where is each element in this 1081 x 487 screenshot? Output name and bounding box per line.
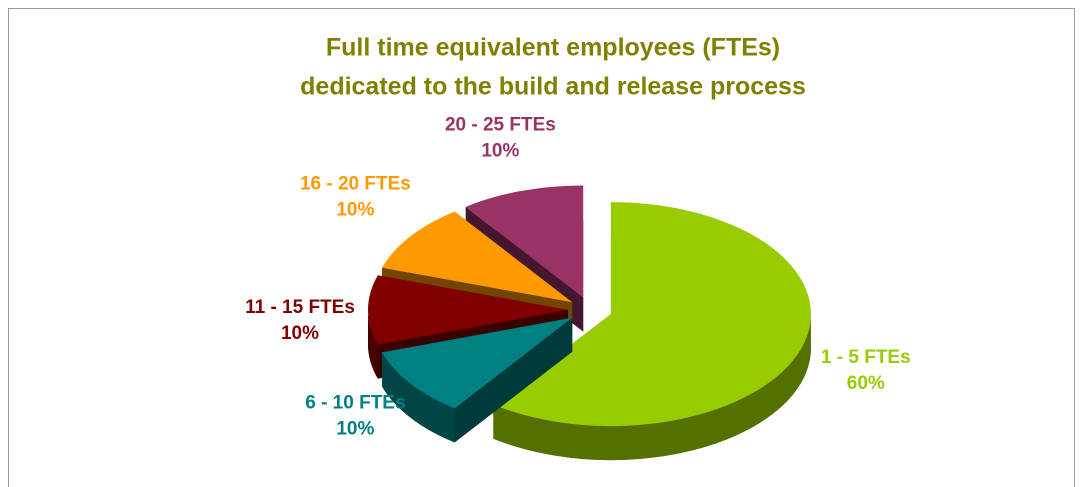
slice-top <box>465 185 584 298</box>
slice-value-label: 60% <box>847 373 885 394</box>
slice-value-label: 10% <box>481 141 519 162</box>
slice-top <box>381 317 573 409</box>
slice-top <box>368 275 568 345</box>
slice-top <box>493 202 811 427</box>
slice-side <box>368 310 378 379</box>
slice-label: 16 - 20 FTEs <box>300 174 411 195</box>
chart-title: Full time equivalent employees (FTEs) <box>326 34 780 62</box>
slice-label: 20 - 25 FTEs <box>445 115 556 136</box>
slice <box>493 202 811 461</box>
slice-label: 1 - 5 FTEs <box>821 347 911 368</box>
slice-value-label: 10% <box>281 323 319 344</box>
slice <box>381 317 573 443</box>
slice-side <box>381 352 455 443</box>
chart-title: dedicated to the build and release proce… <box>300 73 806 101</box>
slice-label: 11 - 15 FTEs <box>245 297 355 318</box>
slice-label: 6 - 10 FTEs <box>305 392 405 413</box>
slice-top <box>381 211 573 303</box>
slice-side <box>493 314 811 461</box>
slice-value-label: 10% <box>336 200 374 221</box>
slice-value-label: 10% <box>336 418 374 439</box>
